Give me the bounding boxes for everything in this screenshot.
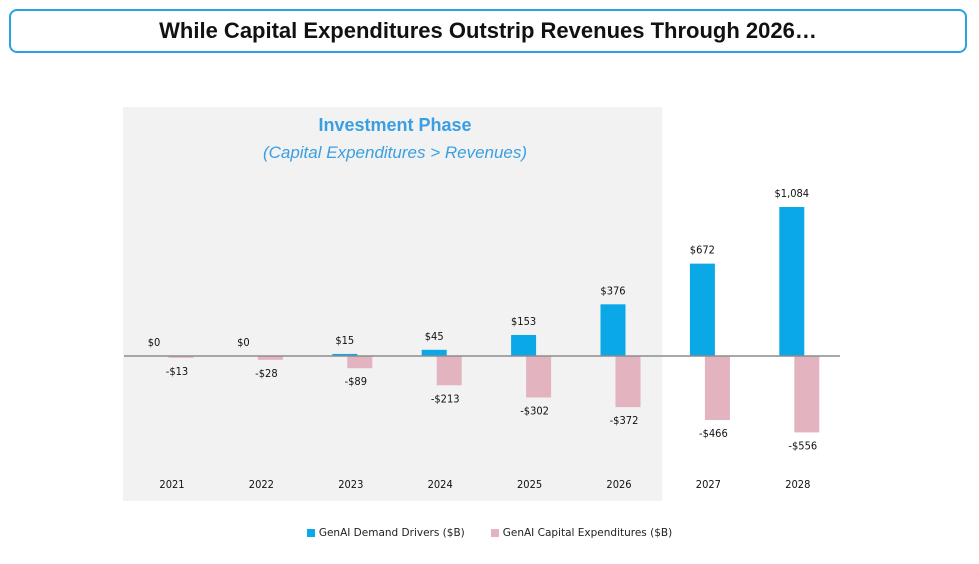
demand-bar-2028 — [779, 207, 805, 356]
capex-bar-2022 — [257, 356, 283, 360]
capex-bar-2027 — [704, 356, 730, 421]
capex-label-2028: -$556 — [788, 439, 817, 452]
capex-label-2022: -$28 — [255, 367, 277, 380]
bar-chart: Investment Phase (Capital Expenditures >… — [123, 107, 840, 501]
category-label-2026: 2026 — [606, 478, 631, 491]
capex-label-2027: -$466 — [699, 427, 728, 440]
legend-label-capex: GenAI Capital Expenditures ($B) — [502, 527, 673, 539]
legend-swatch-demand — [306, 529, 315, 537]
category-label-2025: 2025 — [517, 478, 542, 491]
capex-label-2023: -$89 — [345, 375, 367, 388]
legend-item-capex: GenAI Capital Expenditures ($B) — [490, 527, 673, 539]
legend-label-demand: GenAI Demand Drivers ($B) — [318, 527, 465, 539]
capex-bar-2023 — [347, 356, 373, 369]
category-label-2027: 2027 — [696, 478, 721, 491]
capex-bar-2025 — [526, 356, 552, 398]
capex-label-2026: -$372 — [610, 414, 639, 427]
legend: GenAI Demand Drivers ($B) GenAI Capital … — [0, 527, 979, 539]
demand-bar-2025 — [511, 334, 537, 356]
legend-item-demand: GenAI Demand Drivers ($B) — [306, 527, 465, 539]
demand-bar-2023 — [332, 353, 358, 356]
demand-label-2025: $153 — [511, 315, 536, 328]
demand-label-2023: $15 — [335, 334, 354, 347]
category-label-2028: 2028 — [785, 478, 810, 491]
demand-bar-2024 — [421, 349, 447, 356]
demand-label-2024: $45 — [425, 330, 444, 343]
demand-bar-2026 — [600, 304, 626, 356]
phase-subtitle: (Capital Expenditures > Revenues) — [263, 143, 527, 162]
phase-title: Investment Phase — [318, 115, 471, 135]
capex-bar-2026 — [615, 356, 641, 408]
capex-label-2024: -$213 — [431, 392, 460, 405]
demand-label-2026: $376 — [600, 284, 625, 297]
capex-bar-2021 — [168, 356, 194, 358]
category-label-2022: 2022 — [249, 478, 274, 491]
capex-bar-2024 — [436, 356, 462, 386]
category-label-2023: 2023 — [338, 478, 363, 491]
demand-label-2022: $0 — [237, 336, 250, 349]
legend-swatch-capex — [490, 529, 499, 537]
category-label-2024: 2024 — [428, 478, 453, 491]
demand-label-2021: $0 — [148, 336, 161, 349]
demand-bar-2027 — [689, 263, 715, 356]
capex-label-2025: -$302 — [520, 405, 549, 418]
page-title: While Capital Expenditures Outstrip Reve… — [9, 9, 967, 53]
investment-phase-region — [123, 107, 663, 501]
capex-label-2021: -$13 — [166, 365, 188, 378]
demand-label-2028: $1,084 — [774, 187, 809, 200]
demand-label-2027: $672 — [690, 244, 715, 257]
capex-bar-2028 — [794, 356, 820, 433]
category-label-2021: 2021 — [159, 478, 184, 491]
